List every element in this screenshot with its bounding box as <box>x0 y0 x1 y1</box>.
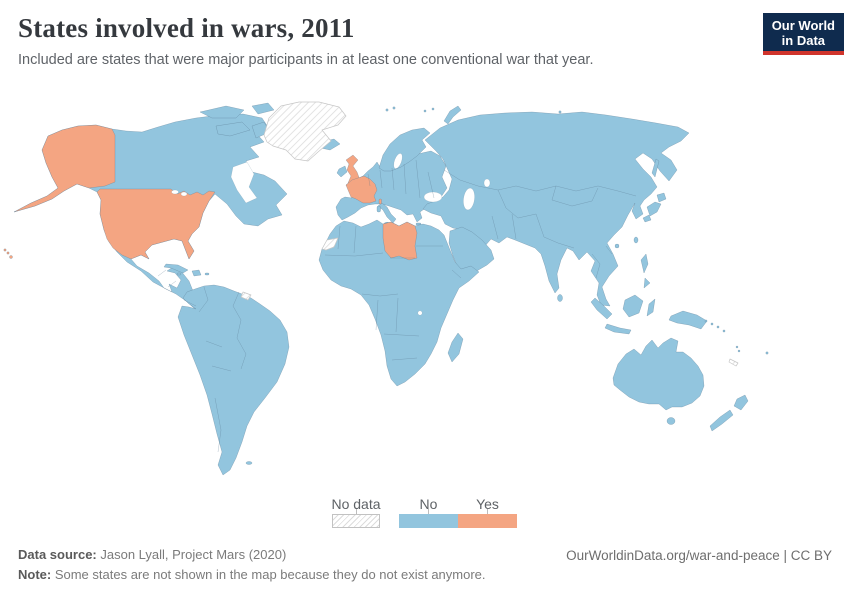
legend-yes-tick <box>487 509 488 514</box>
region-western-sahara[interactable] <box>321 237 339 251</box>
country-scandinavia[interactable] <box>378 127 431 172</box>
data-source-label: Data source: <box>18 547 97 562</box>
country-australia[interactable] <box>612 337 705 411</box>
country-libya[interactable] <box>382 221 418 261</box>
owid-logo-line2: in Data <box>781 33 826 48</box>
page-title: States involved in wars, 2011 <box>18 13 355 43</box>
countries-nodata-group[interactable] <box>240 101 739 367</box>
country-hawaii-usa[interactable] <box>3 248 13 259</box>
country-alaska-usa[interactable] <box>13 124 116 213</box>
country-southeast-asia-islands[interactable] <box>557 236 708 335</box>
owid-logo-line1: Our World <box>771 18 835 33</box>
country-arabia[interactable] <box>448 226 495 277</box>
data-source-line: Data source: Jason Lyall, Project Mars (… <box>18 547 286 562</box>
country-borders <box>157 159 637 453</box>
legend-yes-label: Yes <box>476 496 499 512</box>
note-text: Some states are not shown in the map bec… <box>51 567 486 582</box>
lakes-and-seas <box>171 153 491 316</box>
note-label: Note: <box>18 567 52 582</box>
legend-no-tick <box>428 509 429 514</box>
country-new-zealand[interactable] <box>709 394 749 432</box>
chart-subtitle: Included are states that were major part… <box>18 52 594 68</box>
country-madagascar[interactable] <box>447 332 464 363</box>
country-france[interactable] <box>345 175 378 204</box>
note-line: Note: Some states are not shown in the m… <box>18 567 486 582</box>
arctic-islands[interactable] <box>385 105 562 125</box>
countries-yes-group[interactable] <box>3 124 418 261</box>
region-new-caledonia[interactable] <box>728 358 739 367</box>
region-french-guiana[interactable] <box>240 291 252 301</box>
legend-no-swatch[interactable] <box>399 514 458 528</box>
country-ireland[interactable] <box>336 165 348 178</box>
country-corsica-france[interactable] <box>378 198 382 205</box>
countries-no-group[interactable] <box>13 102 769 476</box>
country-south-america[interactable] <box>177 284 290 476</box>
legend-no-label: No <box>419 496 438 512</box>
owid-url-link[interactable]: OurWorldinData.org/war-and-peace | CC BY <box>566 548 832 563</box>
country-japan[interactable] <box>642 158 667 223</box>
data-source-text: Jason Lyall, Project Mars (2020) <box>96 547 287 562</box>
country-united-states[interactable] <box>96 188 216 260</box>
legend-no-data-label: No data <box>331 496 381 512</box>
country-falkland-islands[interactable] <box>245 461 253 465</box>
legend-yes-swatch[interactable] <box>458 514 517 528</box>
pacific-islands[interactable] <box>704 319 769 355</box>
country-caribbean-islands[interactable] <box>163 263 210 277</box>
country-tasmania[interactable] <box>666 417 676 425</box>
legend-no-data-tick <box>356 509 357 514</box>
owid-logo[interactable]: Our World in Data <box>762 13 844 55</box>
region-greenland[interactable] <box>263 101 347 162</box>
legend-no-data-swatch[interactable] <box>332 514 380 528</box>
